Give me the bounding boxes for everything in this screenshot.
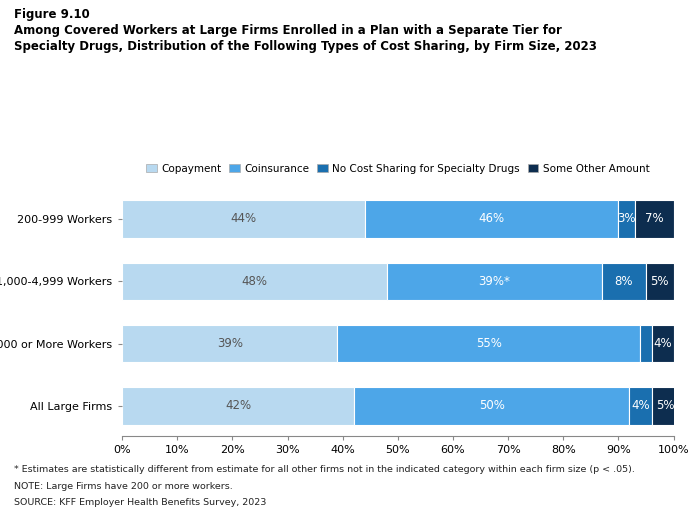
Bar xyxy=(122,387,354,425)
Bar xyxy=(646,262,674,300)
Bar xyxy=(387,262,602,300)
Bar xyxy=(618,200,635,238)
Bar xyxy=(602,262,646,300)
Bar xyxy=(122,262,387,300)
Text: Among Covered Workers at Large Firms Enrolled in a Plan with a Separate Tier for: Among Covered Workers at Large Firms Enr… xyxy=(14,24,597,53)
Bar xyxy=(354,387,630,425)
Text: * Estimates are statistically different from estimate for all other firms not in: * Estimates are statistically different … xyxy=(14,465,635,474)
Bar xyxy=(630,387,651,425)
Bar xyxy=(651,387,679,425)
Text: 44%: 44% xyxy=(230,213,257,225)
Text: SOURCE: KFF Employer Health Benefits Survey, 2023: SOURCE: KFF Employer Health Benefits Sur… xyxy=(14,498,267,507)
Text: 39%*: 39%* xyxy=(478,275,510,288)
Text: 4%: 4% xyxy=(653,337,672,350)
Bar xyxy=(122,200,365,238)
Text: Figure 9.10: Figure 9.10 xyxy=(14,8,90,21)
Text: 46%: 46% xyxy=(479,213,505,225)
Text: 5%: 5% xyxy=(651,275,669,288)
Text: 50%: 50% xyxy=(479,400,505,412)
Bar xyxy=(651,325,674,362)
Text: 4%: 4% xyxy=(631,400,650,412)
Text: 42%: 42% xyxy=(225,400,251,412)
Text: 48%: 48% xyxy=(242,275,267,288)
Bar xyxy=(641,325,651,362)
Text: 39%: 39% xyxy=(216,337,243,350)
Bar xyxy=(337,325,641,362)
Text: 8%: 8% xyxy=(615,275,633,288)
Bar xyxy=(365,200,618,238)
Text: 3%: 3% xyxy=(618,213,636,225)
Text: NOTE: Large Firms have 200 or more workers.: NOTE: Large Firms have 200 or more worke… xyxy=(14,482,232,491)
Text: 5%: 5% xyxy=(656,400,674,412)
Bar xyxy=(122,325,337,362)
Text: 7%: 7% xyxy=(645,213,664,225)
Text: 55%: 55% xyxy=(476,337,502,350)
Legend: Copayment, Coinsurance, No Cost Sharing for Specialty Drugs, Some Other Amount: Copayment, Coinsurance, No Cost Sharing … xyxy=(147,164,649,174)
Bar xyxy=(635,200,674,238)
